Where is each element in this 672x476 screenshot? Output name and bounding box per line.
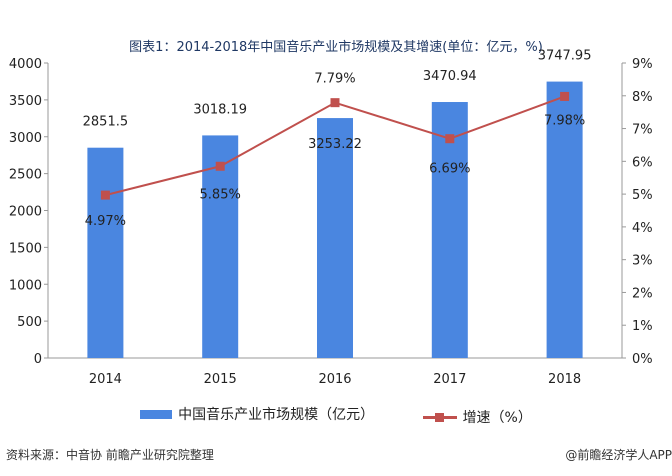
legend-item-line: 增速（%） [422,407,532,427]
left-tick-label: 3500 [9,94,42,109]
bar [546,81,583,358]
line-data-label: 4.97% [85,214,126,229]
line-data-label: 5.85% [200,187,241,202]
right-tick-label: 0% [632,352,653,367]
growth-point [560,91,570,101]
bar [317,118,353,358]
left-tick-label: 0 [34,352,42,367]
right-tick-label: 1% [632,319,653,334]
right-tick-label: 4% [632,221,653,236]
left-tick-label: 500 [17,315,42,330]
x-tick-label: 2016 [318,372,351,387]
right-tick-label: 6% [632,155,653,170]
right-tick-label: 8% [632,90,653,105]
legend-label: 中国音乐产业市场规模（亿元） [178,407,375,423]
x-tick-label: 2014 [89,372,122,387]
right-tick-label: 9% [632,57,653,72]
left-tick-label: 2500 [9,168,42,183]
growth-point [100,190,110,200]
left-tick-label: 1500 [9,241,42,256]
x-tick-label: 2018 [548,372,581,387]
line-data-label: 7.98% [544,113,585,128]
legend-bar-swatch [140,409,173,419]
bar-data-label: 3470.94 [423,69,477,84]
legend-label: 增速（%） [462,410,532,426]
chart-title: 图表1：2014-2018年中国音乐产业市场规模及其增速(单位：亿元，%) [129,40,543,55]
x-tick-label: 2015 [204,372,237,387]
legend: 中国音乐产业市场规模（亿元） 增速（%） [0,404,672,427]
bar-data-label: 3018.19 [193,102,247,117]
left-tick-label: 3000 [9,131,42,146]
line-data-label: 7.79% [314,72,355,87]
left-tick-label: 4000 [9,57,42,72]
growth-point [445,134,455,144]
legend-line-swatch [422,412,457,422]
bar [431,102,468,358]
legend-item-bar: 中国音乐产业市场规模（亿元） [140,404,374,424]
growth-point [330,98,340,108]
bar-data-label: 2851.5 [83,115,129,130]
left-tick-label: 1000 [9,278,42,293]
right-tick-label: 5% [632,188,653,203]
credit: @前瞻经济学人APP [565,448,672,462]
left-tick-label: 2000 [9,205,42,220]
right-tick-label: 2% [632,286,653,301]
right-tick-label: 3% [632,254,653,269]
right-tick-label: 7% [632,123,653,138]
bar [87,147,124,358]
bar-data-label: 3253.22 [308,137,362,152]
source-note: 资料来源：中音协 前瞻产业研究院整理 [6,448,214,462]
bar [202,135,239,358]
chart-plot: 0 500 1000 1500 2000 2500 3000 3500 4000 0% 1% 2% 3%… [9,49,653,387]
x-tick-label: 2017 [433,372,466,387]
line-data-label: 6.69% [429,162,470,177]
bar-data-label: 3747.95 [538,49,592,64]
growth-point [215,161,225,171]
